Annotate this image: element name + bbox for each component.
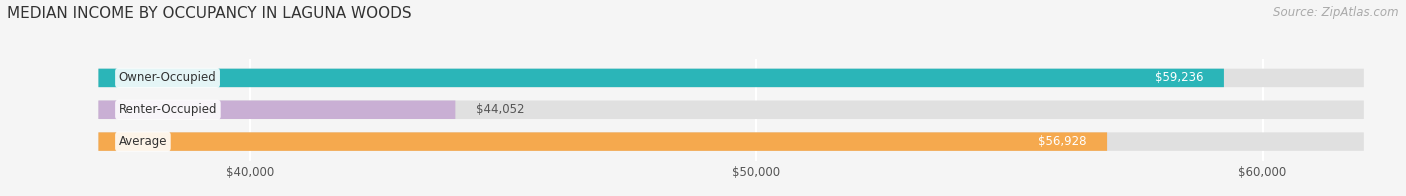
Text: Renter-Occupied: Renter-Occupied bbox=[118, 103, 217, 116]
FancyBboxPatch shape bbox=[98, 69, 1223, 87]
Text: $56,928: $56,928 bbox=[1039, 135, 1087, 148]
Text: Average: Average bbox=[118, 135, 167, 148]
Text: $59,236: $59,236 bbox=[1156, 71, 1204, 84]
Text: $44,052: $44,052 bbox=[475, 103, 524, 116]
FancyBboxPatch shape bbox=[98, 132, 1364, 151]
FancyBboxPatch shape bbox=[98, 101, 1364, 119]
FancyBboxPatch shape bbox=[98, 69, 1364, 87]
Text: Source: ZipAtlas.com: Source: ZipAtlas.com bbox=[1274, 6, 1399, 19]
Text: Owner-Occupied: Owner-Occupied bbox=[118, 71, 217, 84]
Text: MEDIAN INCOME BY OCCUPANCY IN LAGUNA WOODS: MEDIAN INCOME BY OCCUPANCY IN LAGUNA WOO… bbox=[7, 6, 412, 21]
FancyBboxPatch shape bbox=[98, 132, 1107, 151]
FancyBboxPatch shape bbox=[98, 101, 456, 119]
